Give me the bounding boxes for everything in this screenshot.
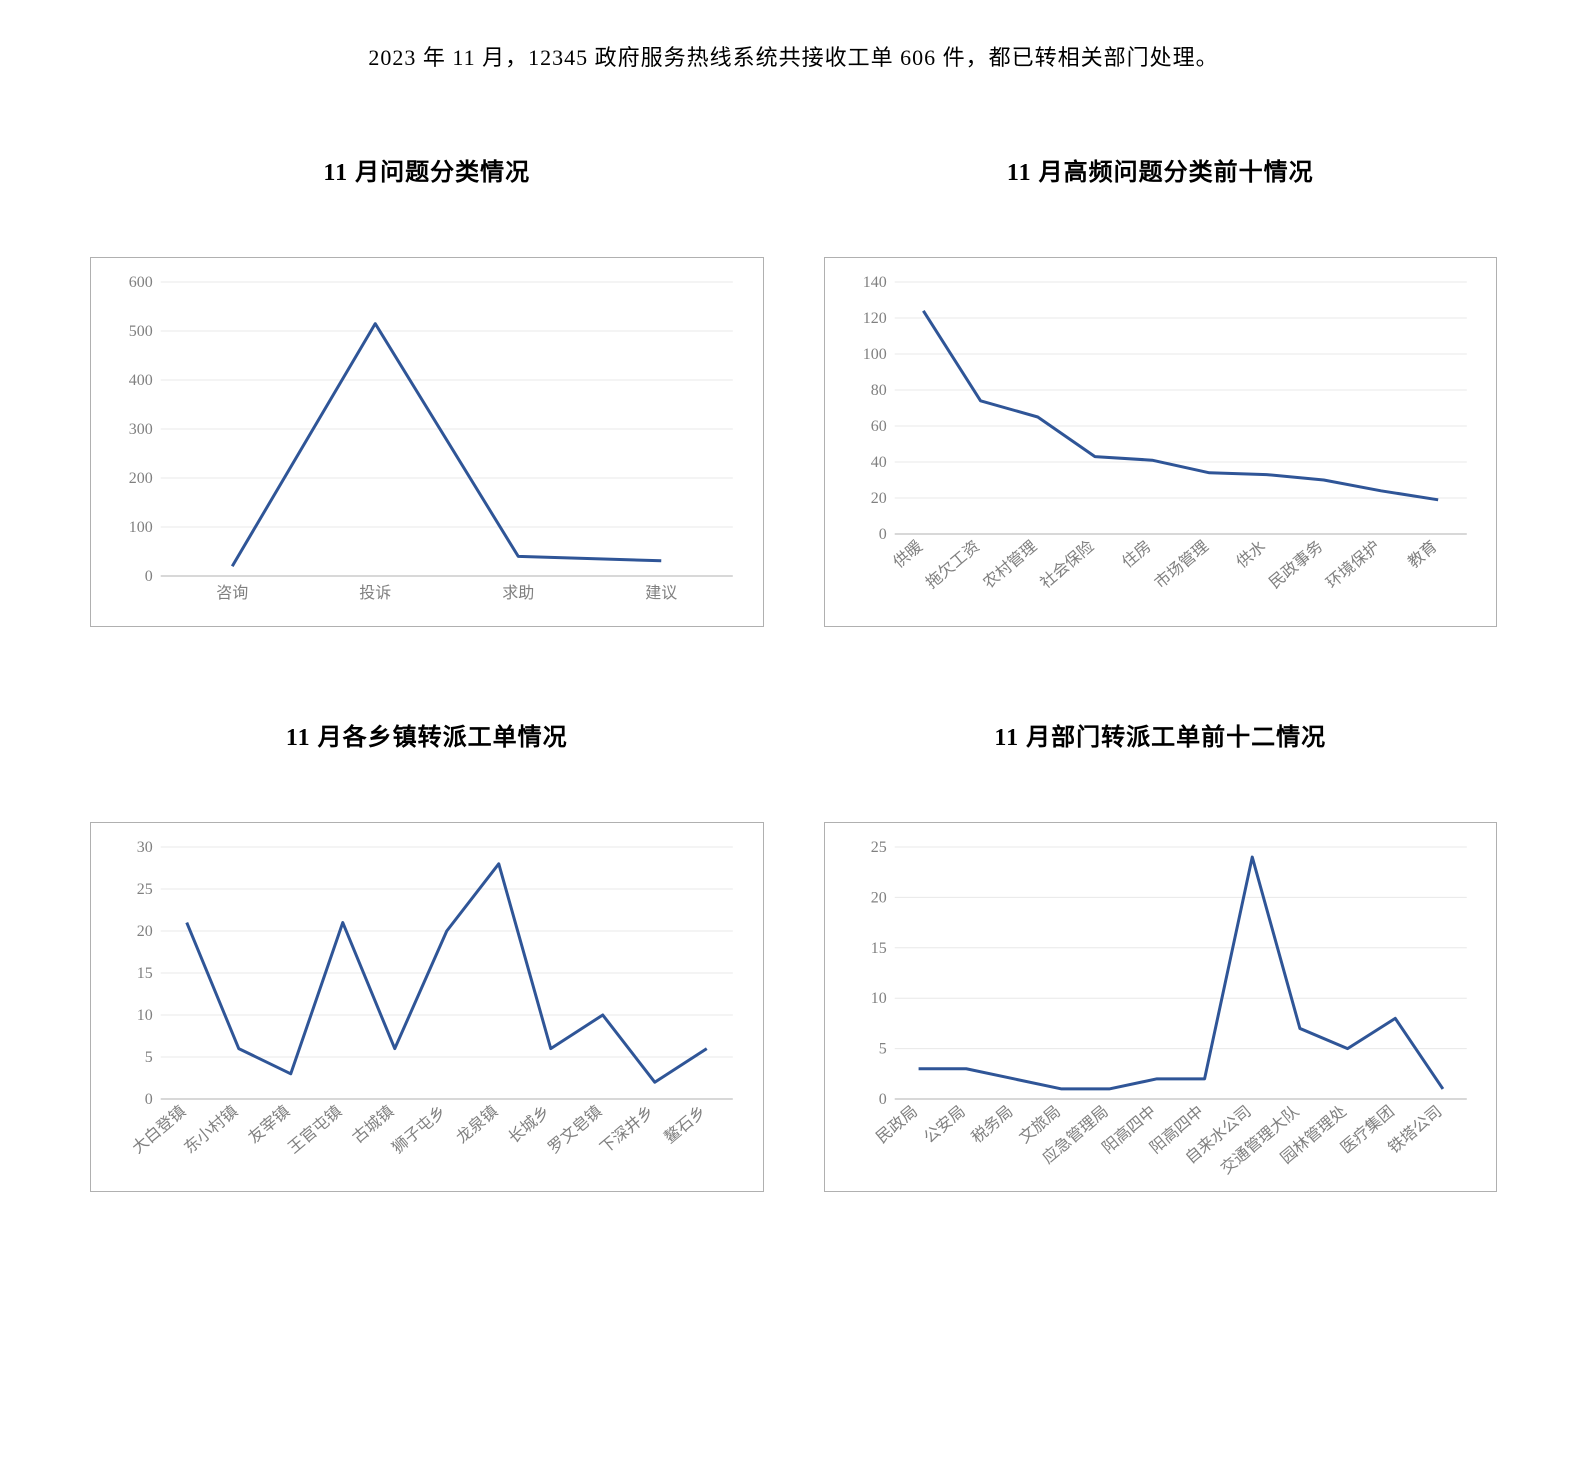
svg-text:税务局: 税务局: [968, 1102, 1016, 1147]
svg-text:5: 5: [878, 1041, 886, 1058]
svg-text:400: 400: [129, 372, 153, 389]
chart-block-departments: 11 月部门转派工单前十二情况 0510152025民政局公安局税务局文旅局应急…: [824, 717, 1498, 1192]
svg-text:200: 200: [129, 470, 153, 487]
chart-block-problem-types: 11 月问题分类情况 0 100 200 300 400 500 600 咨询 投诉 求助 建议: [90, 152, 764, 627]
svg-text:投诉: 投诉: [359, 584, 391, 602]
svg-text:长城乡: 长城乡: [505, 1102, 553, 1147]
svg-text:80: 80: [870, 382, 886, 399]
svg-text:40: 40: [870, 454, 886, 471]
chart-frame: 0 20 40 60 80 100 120 140 供暖拖欠工资农村管理社会保险住房市场管理供水…: [824, 257, 1498, 627]
svg-text:古城镇: 古城镇: [349, 1102, 397, 1147]
svg-text:王官屯镇: 王官屯镇: [285, 1102, 346, 1157]
chart-svg: 0 5 10 15 20 25 30 大白登镇东小村镇友宰镇王官屯镇古城镇狮子屯乡龙泉镇长城乡…: [103, 837, 751, 1177]
charts-grid: 11 月问题分类情况 0100200300400500600咨询投诉求助建议 1…: [90, 152, 1497, 1192]
svg-text:30: 30: [137, 839, 153, 856]
svg-text:300: 300: [129, 421, 153, 438]
svg-text:求助: 求助: [502, 584, 534, 602]
svg-text:东小村镇: 东小村镇: [181, 1102, 242, 1157]
svg-text:民政事务: 民政事务: [1265, 537, 1326, 592]
chart-svg: 0 100 200 300 400 500 600 咨询 投诉 求助 建议: [103, 272, 751, 612]
svg-text:民政局: 民政局: [872, 1102, 920, 1147]
chart-frame: 0 5 10 15 20 25 30 大白登镇东小村镇友宰镇王官屯镇古城镇狮子屯乡龙泉镇长城乡…: [90, 822, 764, 1192]
chart-svg: 0510152025民政局公安局税务局文旅局应急管理局阳高四中阳高四中自来水公司…: [837, 837, 1485, 1177]
svg-text:10: 10: [870, 990, 886, 1007]
svg-text:咨询: 咨询: [216, 584, 248, 602]
svg-text:友宰镇: 友宰镇: [245, 1102, 293, 1147]
svg-text:市场管理: 市场管理: [1151, 537, 1212, 592]
chart-frame: 0 100 200 300 400 500 600 咨询 投诉 求助 建议: [90, 257, 764, 627]
svg-text:0: 0: [878, 1091, 886, 1108]
chart-block-townships: 11 月各乡镇转派工单情况 0 5 10 15 20 25 30 大白登镇东小村镇友宰镇王官屯…: [90, 717, 764, 1192]
svg-text:下深井乡: 下深井乡: [597, 1102, 658, 1157]
svg-text:100: 100: [862, 346, 886, 363]
svg-text:拖欠工资: 拖欠工资: [922, 537, 983, 592]
svg-text:铁塔公司: 铁塔公司: [1384, 1102, 1445, 1157]
svg-text:龙泉镇: 龙泉镇: [453, 1102, 501, 1147]
svg-text:罗文皂镇: 罗文皂镇: [545, 1102, 606, 1157]
svg-text:25: 25: [137, 881, 153, 898]
svg-text:社会保险: 社会保险: [1036, 537, 1097, 592]
svg-text:公安局: 公安局: [920, 1102, 968, 1147]
svg-text:600: 600: [129, 274, 153, 291]
svg-text:15: 15: [870, 940, 886, 957]
chart-frame: 0510152025民政局公安局税务局文旅局应急管理局阳高四中阳高四中自来水公司…: [824, 822, 1498, 1192]
svg-text:60: 60: [870, 418, 886, 435]
svg-text:0: 0: [145, 1091, 153, 1108]
svg-text:20: 20: [870, 490, 886, 507]
svg-text:环境保护: 环境保护: [1322, 537, 1383, 593]
chart-block-top10-problems: 11 月高频问题分类前十情况 0 20 40 60 80 100 120 140 供暖拖欠工资农…: [824, 152, 1498, 627]
svg-text:农村管理: 农村管理: [979, 537, 1040, 592]
svg-text:5: 5: [145, 1049, 153, 1066]
svg-text:15: 15: [137, 965, 153, 982]
page-header-text: 2023 年 11 月，12345 政府服务热线系统共接收工单 606 件，都已…: [90, 40, 1497, 72]
chart-svg: 0 20 40 60 80 100 120 140 供暖拖欠工资农村管理社会保险住房市场管理供水…: [837, 272, 1485, 612]
svg-text:0: 0: [145, 568, 153, 585]
chart-title: 11 月各乡镇转派工单情况: [90, 717, 764, 752]
svg-text:500: 500: [129, 323, 153, 340]
chart-title: 11 月高频问题分类前十情况: [824, 152, 1498, 187]
svg-text:25: 25: [870, 839, 886, 856]
svg-text:供暖: 供暖: [889, 537, 925, 571]
svg-text:140: 140: [862, 274, 886, 291]
svg-text:20: 20: [870, 889, 886, 906]
svg-text:鳌石乡: 鳌石乡: [661, 1102, 709, 1147]
svg-text:建议: 建议: [645, 584, 677, 602]
svg-text:10: 10: [137, 1007, 153, 1024]
chart-title: 11 月部门转派工单前十二情况: [824, 717, 1498, 752]
svg-text:100: 100: [129, 519, 153, 536]
chart-title: 11 月问题分类情况: [90, 152, 764, 187]
svg-text:120: 120: [862, 310, 886, 327]
svg-text:20: 20: [137, 923, 153, 940]
svg-text:狮子屯乡: 狮子屯乡: [389, 1102, 450, 1157]
svg-text:大白登镇: 大白登镇: [129, 1102, 190, 1157]
svg-text:0: 0: [878, 526, 886, 543]
svg-text:供水: 供水: [1233, 537, 1269, 571]
svg-text:住房: 住房: [1118, 537, 1154, 571]
svg-text:教育: 教育: [1404, 537, 1440, 571]
